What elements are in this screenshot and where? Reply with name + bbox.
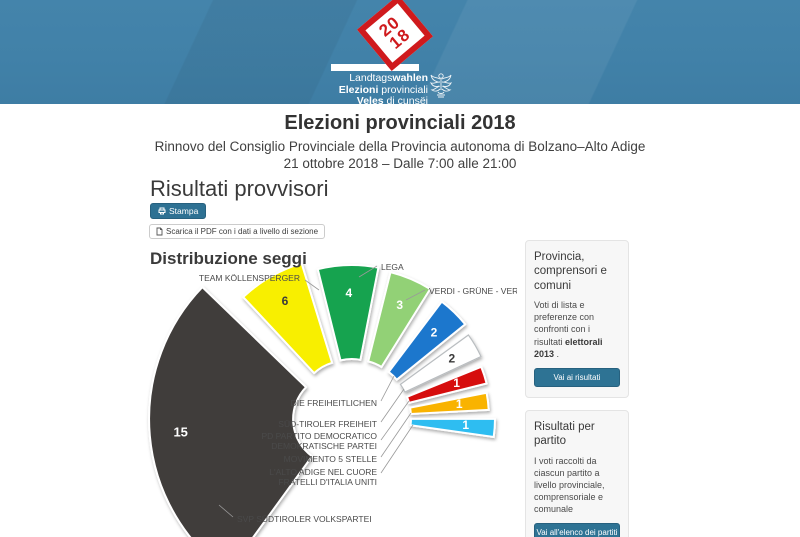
seat-count-label-4: 2 [431, 325, 438, 339]
callout-line-1 [304, 279, 320, 291]
results-heading: Risultati provvisori [150, 176, 329, 201]
panel-provincia-comprensori-comuni: Provincia, comprensori e comuni Voti di … [525, 240, 629, 398]
go-to-party-list-button[interactable]: Vai all'elenco dei partiti [534, 523, 620, 537]
callout-line-5 [380, 388, 405, 423]
seat-count-label-2: 4 [345, 286, 352, 300]
party-label-8: L'ALTO ADIGE NEL CUORE [269, 467, 377, 477]
callout-line-8 [380, 424, 414, 474]
page-subtitle: Rinnovo del Consiglio Provinciale della … [154, 139, 646, 154]
panel-title: Risultati per partito [534, 420, 595, 448]
chart-title: Distribuzione seggi [150, 249, 307, 268]
callout-line-4 [380, 375, 395, 402]
callout-line-6 [380, 400, 410, 441]
panel-title: Provincia, comprensori e comuni [534, 251, 607, 292]
panel-risultati-per-partito: Risultati per partito I voti raccolti da… [525, 409, 629, 537]
party-label-4: DIE FREIHEITLICHEN [291, 398, 377, 408]
seat-wedge-2[interactable] [316, 264, 380, 362]
tyrol-eagle-icon [430, 73, 452, 98]
link-elettorali-2013: elettorali 2013 [534, 336, 603, 359]
seat-count-label-3: 3 [396, 298, 403, 312]
seat-count-label-6: 1 [453, 376, 460, 390]
panel-body: Voti di lista e preferenze con confronti… [534, 300, 603, 359]
printer-icon [158, 207, 166, 215]
seat-count-label-5: 2 [449, 351, 456, 365]
seat-wedge-1[interactable] [241, 262, 334, 375]
title-block: Elezioni provinciali 2018 Rinnovo del Co… [0, 112, 800, 171]
logo-year: 20 18 [375, 12, 414, 53]
print-button[interactable]: Stampa [150, 203, 207, 219]
ballot-2018-logo: 20 18 [356, 0, 434, 72]
seat-count-label-0: 15 [173, 424, 187, 439]
callout-line-7 [380, 412, 412, 458]
callout-line-0 [218, 504, 234, 518]
seat-count-label-8: 1 [462, 418, 469, 432]
election-date-line: 21 ottobre 2018 – Dalle 7:00 alle 21:00 [283, 156, 517, 171]
page-header: 20 18 Landtagswahlen Elezioni provincial… [0, 0, 800, 107]
logo-wordmark: Landtagswahlen Elezioni provinciali Vele… [338, 72, 428, 108]
seat-wedge-6[interactable] [405, 365, 488, 405]
party-label-8: FRATELLI D'ITALIA UNITI [278, 477, 377, 487]
party-label-3: VERDI - GRÜNE - VERC [429, 286, 517, 296]
party-label-2: LEGA [381, 262, 404, 272]
party-label-7: MOVIMENTO 5 STELLE [284, 454, 378, 464]
seat-wedge-0[interactable] [148, 285, 314, 537]
callout-line-2 [358, 265, 378, 278]
go-to-results-button[interactable]: Vai ai risultati [534, 367, 620, 387]
ballot-slot-bar [331, 64, 419, 71]
party-label-6: PD PARTITO DEMOCRATICO [261, 431, 377, 441]
page-title: Elezioni provinciali 2018 [284, 112, 516, 134]
party-label-1: TEAM KÖLLENSPERGER [199, 273, 300, 283]
seat-count-label-7: 1 [456, 397, 463, 411]
seat-wedge-7[interactable] [408, 391, 490, 416]
party-label-0: SVP SÜDTIROLER VOLKSPARTEI [237, 514, 372, 524]
panel-body: I voti raccolti da ciascun partito a liv… [534, 455, 605, 515]
callout-line-3 [405, 289, 426, 301]
sidebar: Provincia, comprensori e comuni Voti di … [525, 240, 629, 537]
download-pdf-button[interactable]: Scarica il PDF con i dati a livello di s… [149, 224, 326, 239]
seat-wedge-5[interactable] [399, 334, 482, 393]
party-label-5: SÜD-TIROLER FREIHEIT [278, 419, 377, 429]
seat-count-label-1: 6 [282, 294, 289, 308]
seat-wedge-4[interactable] [387, 300, 467, 382]
seats-fan-chart: 15 SVP SÜDTIROLER VOLKSPARTEI 6 TEAM KÖLLEN… [148, 262, 517, 537]
seat-wedge-8[interactable] [409, 417, 497, 439]
document-icon [156, 227, 163, 236]
download-pdf-label: Scarica il PDF con i dati a livello di s… [166, 227, 319, 236]
print-button-label: Stampa [169, 206, 199, 216]
party-label-6: DEMOKRATISCHE PARTEI [271, 441, 377, 451]
